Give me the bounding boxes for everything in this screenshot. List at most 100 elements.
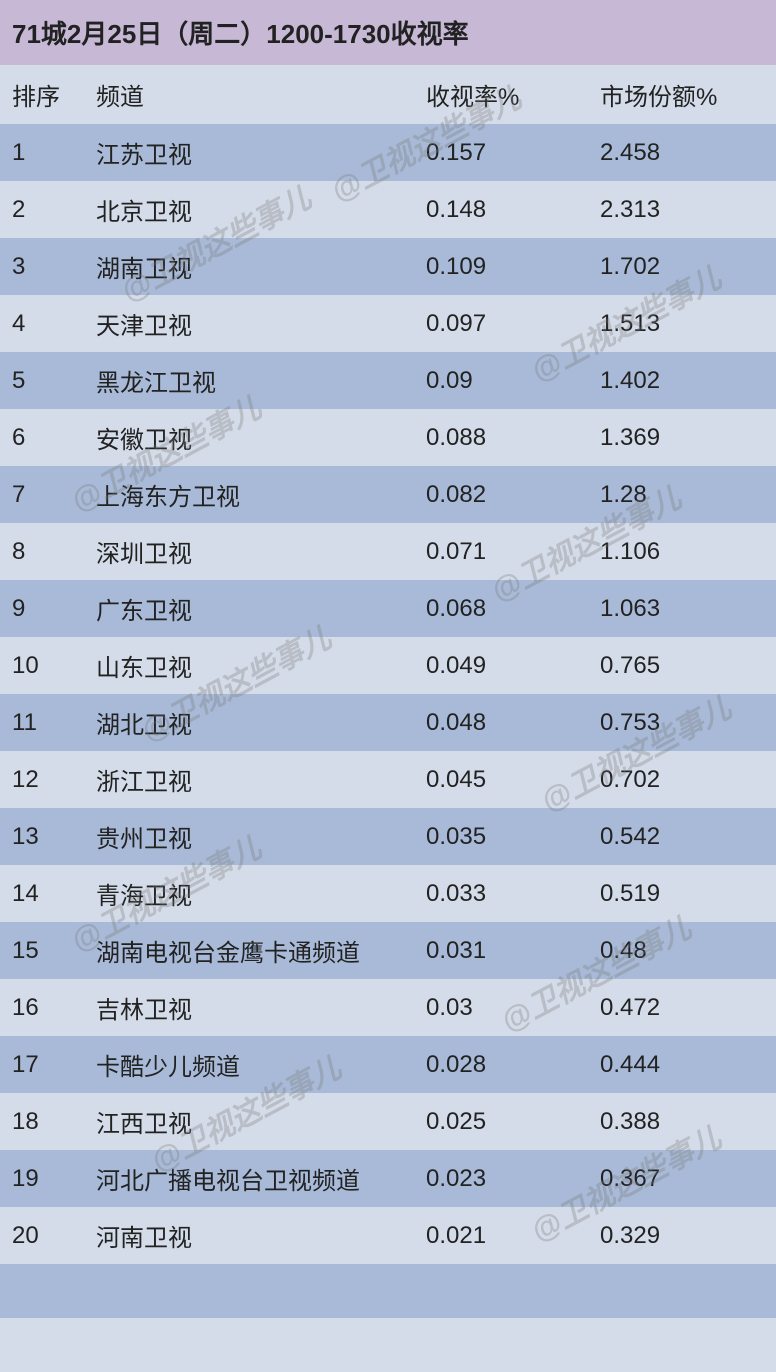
cell-share: 0.329 xyxy=(588,1207,776,1264)
table-row: 19河北广播电视台卫视频道0.0230.367 xyxy=(0,1150,776,1207)
cell-rank: 13 xyxy=(0,808,84,865)
cell-share: 0.542 xyxy=(588,808,776,865)
cell-rank: 8 xyxy=(0,523,84,580)
cell-share: 0.388 xyxy=(588,1093,776,1150)
cell-rate: 0.035 xyxy=(414,808,588,865)
cell-rank: 10 xyxy=(0,637,84,694)
table-row: 6安徽卫视0.0881.369 xyxy=(0,409,776,466)
cell-chan: 天津卫视 xyxy=(84,295,414,352)
table-row: 8深圳卫视0.0711.106 xyxy=(0,523,776,580)
cell-chan: 北京卫视 xyxy=(84,181,414,238)
cell-rank: 1 xyxy=(0,124,84,181)
cell-share: 1.369 xyxy=(588,409,776,466)
cell-rate: 0.097 xyxy=(414,295,588,352)
cell-rank: 18 xyxy=(0,1093,84,1150)
cell-rate: 0.071 xyxy=(414,523,588,580)
cell-rank: 2 xyxy=(0,181,84,238)
cell-rank: 11 xyxy=(0,694,84,751)
table-row: 16吉林卫视0.030.472 xyxy=(0,979,776,1036)
table-row: 11湖北卫视0.0480.753 xyxy=(0,694,776,751)
cell-chan: 卡酷少儿频道 xyxy=(84,1036,414,1093)
page-title: 71城2月25日（周二）1200-1730收视率 xyxy=(0,0,776,65)
cell-share: 0.48 xyxy=(588,922,776,979)
cell-chan: 湖南电视台金鹰卡通频道 xyxy=(84,922,414,979)
cell-share: 0.472 xyxy=(588,979,776,1036)
cell-share: 1.063 xyxy=(588,580,776,637)
table-row: 14青海卫视0.0330.519 xyxy=(0,865,776,922)
table-header-row: 排序 频道 收视率% 市场份额% xyxy=(0,65,776,124)
cell-chan: 广东卫视 xyxy=(84,580,414,637)
cell-share: 2.313 xyxy=(588,181,776,238)
cell-rate: 0.082 xyxy=(414,466,588,523)
cell-chan: 安徽卫视 xyxy=(84,409,414,466)
table-row: 9广东卫视0.0681.063 xyxy=(0,580,776,637)
table-row: 15湖南电视台金鹰卡通频道0.0310.48 xyxy=(0,922,776,979)
table-row: 2北京卫视0.1482.313 xyxy=(0,181,776,238)
table-row: 7上海东方卫视0.0821.28 xyxy=(0,466,776,523)
cell-chan: 江西卫视 xyxy=(84,1093,414,1150)
cell-chan: 河北广播电视台卫视频道 xyxy=(84,1150,414,1207)
cell-share: 1.513 xyxy=(588,295,776,352)
table-row: 18江西卫视0.0250.388 xyxy=(0,1093,776,1150)
col-header-rating: 收视率% xyxy=(414,65,588,124)
cell-chan: 浙江卫视 xyxy=(84,751,414,808)
table-row: 13贵州卫视0.0350.542 xyxy=(0,808,776,865)
cell-rank: 14 xyxy=(0,865,84,922)
col-header-share: 市场份额% xyxy=(588,65,776,124)
cell-chan: 河南卫视 xyxy=(84,1207,414,1264)
cell-rate: 0.049 xyxy=(414,637,588,694)
table-row: 10山东卫视0.0490.765 xyxy=(0,637,776,694)
cell-chan: 上海东方卫视 xyxy=(84,466,414,523)
cell-share: 0.519 xyxy=(588,865,776,922)
cell-rate: 0.157 xyxy=(414,124,588,181)
cell-rate: 0.028 xyxy=(414,1036,588,1093)
cell-rank: 4 xyxy=(0,295,84,352)
cell-chan: 青海卫视 xyxy=(84,865,414,922)
table-row-blank xyxy=(0,1318,776,1372)
cell-chan: 湖北卫视 xyxy=(84,694,414,751)
table-row: 20河南卫视0.0210.329 xyxy=(0,1207,776,1264)
cell-chan: 贵州卫视 xyxy=(84,808,414,865)
cell-share: 0.765 xyxy=(588,637,776,694)
cell-chan: 湖南卫视 xyxy=(84,238,414,295)
ratings-table-container: 71城2月25日（周二）1200-1730收视率 排序 频道 收视率% 市场份额… xyxy=(0,0,776,1372)
cell-rate: 0.148 xyxy=(414,181,588,238)
cell-rate: 0.09 xyxy=(414,352,588,409)
col-header-channel: 频道 xyxy=(84,65,414,124)
cell-rank: 19 xyxy=(0,1150,84,1207)
cell-rate: 0.048 xyxy=(414,694,588,751)
cell-rank: 16 xyxy=(0,979,84,1036)
cell-share: 1.28 xyxy=(588,466,776,523)
cell-rate: 0.088 xyxy=(414,409,588,466)
ratings-table: 排序 频道 收视率% 市场份额% 1江苏卫视0.1572.4582北京卫视0.1… xyxy=(0,65,776,1372)
cell-rank: 5 xyxy=(0,352,84,409)
cell-share: 1.402 xyxy=(588,352,776,409)
cell-rate: 0.031 xyxy=(414,922,588,979)
cell-rate: 0.033 xyxy=(414,865,588,922)
table-row: 3湖南卫视0.1091.702 xyxy=(0,238,776,295)
table-row: 4天津卫视0.0971.513 xyxy=(0,295,776,352)
cell-share: 0.753 xyxy=(588,694,776,751)
cell-rate: 0.109 xyxy=(414,238,588,295)
cell-rank: 15 xyxy=(0,922,84,979)
cell-rank: 7 xyxy=(0,466,84,523)
cell-rate: 0.025 xyxy=(414,1093,588,1150)
cell-share: 1.702 xyxy=(588,238,776,295)
cell-rate: 0.03 xyxy=(414,979,588,1036)
table-row-blank xyxy=(0,1264,776,1318)
table-body: 1江苏卫视0.1572.4582北京卫视0.1482.3133湖南卫视0.109… xyxy=(0,124,776,1372)
cell-share: 2.458 xyxy=(588,124,776,181)
cell-chan: 山东卫视 xyxy=(84,637,414,694)
cell-rank: 3 xyxy=(0,238,84,295)
cell-share: 0.367 xyxy=(588,1150,776,1207)
cell-rate: 0.023 xyxy=(414,1150,588,1207)
cell-rank: 9 xyxy=(0,580,84,637)
cell-rate: 0.068 xyxy=(414,580,588,637)
table-row: 12浙江卫视0.0450.702 xyxy=(0,751,776,808)
cell-rank: 17 xyxy=(0,1036,84,1093)
cell-rate: 0.045 xyxy=(414,751,588,808)
cell-rate: 0.021 xyxy=(414,1207,588,1264)
cell-chan: 深圳卫视 xyxy=(84,523,414,580)
cell-chan: 黑龙江卫视 xyxy=(84,352,414,409)
cell-rank: 12 xyxy=(0,751,84,808)
